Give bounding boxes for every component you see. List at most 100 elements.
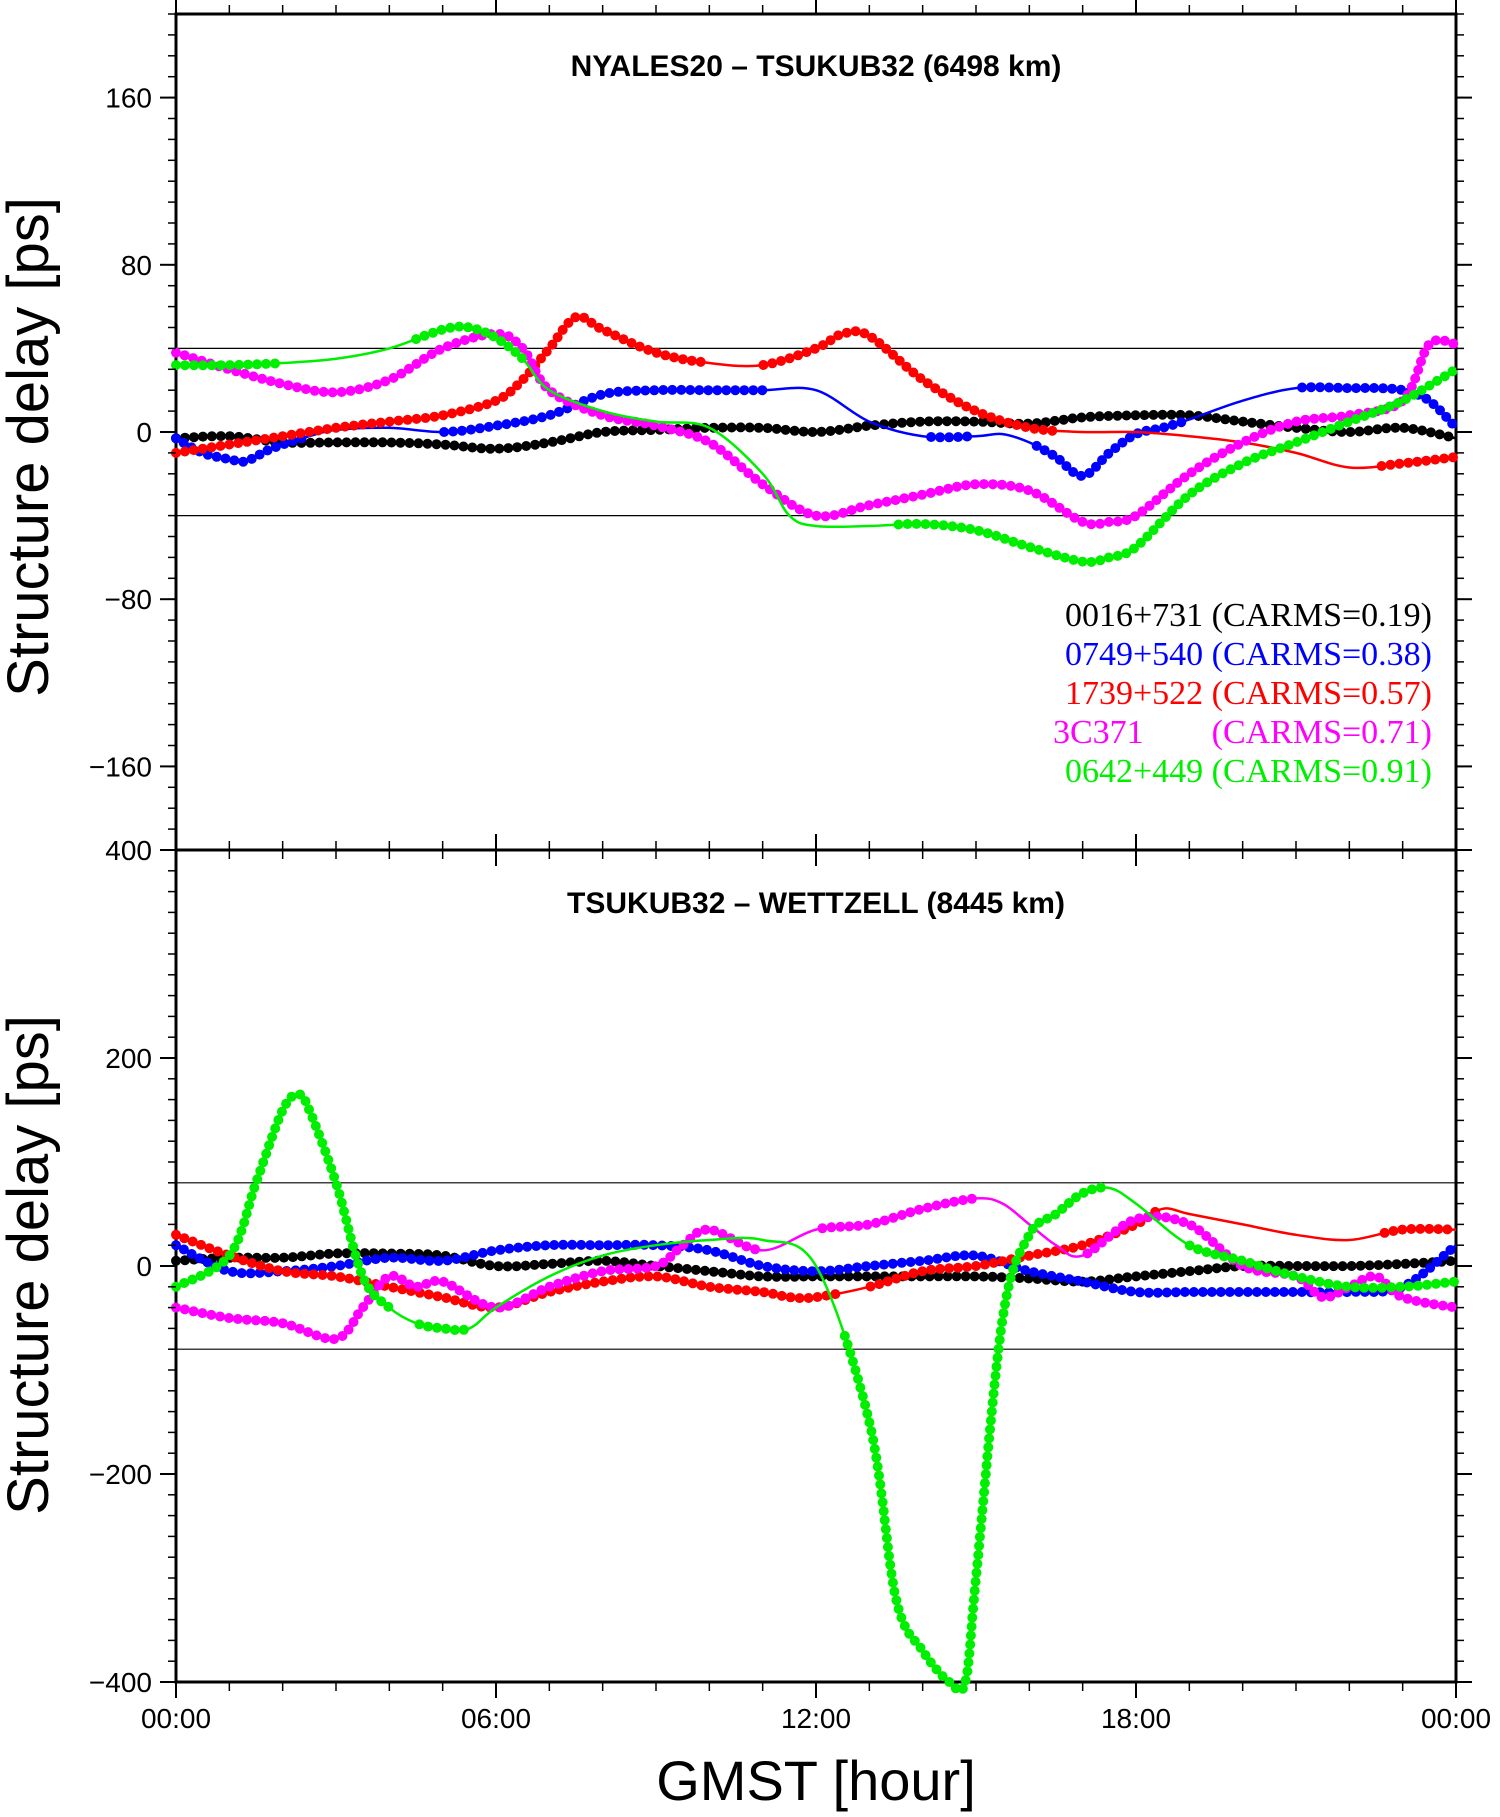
data-point bbox=[991, 1361, 1002, 1372]
data-point bbox=[341, 437, 352, 448]
data-point bbox=[920, 1650, 931, 1661]
data-point bbox=[1417, 425, 1428, 436]
data-point bbox=[463, 322, 474, 333]
data-point bbox=[207, 360, 217, 371]
data-point bbox=[528, 1289, 539, 1300]
data-point bbox=[1046, 1270, 1057, 1281]
data-point bbox=[924, 416, 934, 427]
data-point bbox=[1086, 557, 1097, 567]
data-point bbox=[1121, 410, 1132, 421]
data-point bbox=[1446, 1301, 1457, 1312]
data-point bbox=[875, 1479, 886, 1490]
data-point bbox=[322, 424, 333, 435]
data-point bbox=[997, 1256, 1008, 1267]
data-point bbox=[1233, 460, 1244, 471]
data-point bbox=[341, 1215, 352, 1226]
data-point bbox=[878, 1259, 889, 1270]
data-point bbox=[248, 371, 259, 382]
data-point bbox=[736, 1255, 747, 1265]
data-point bbox=[908, 1268, 919, 1279]
data-point bbox=[714, 1283, 725, 1294]
data-point bbox=[1096, 1237, 1107, 1248]
data-point bbox=[245, 1268, 256, 1279]
data-point bbox=[510, 336, 521, 347]
data-point bbox=[1077, 516, 1088, 527]
data-point bbox=[872, 1461, 883, 1472]
data-point bbox=[881, 1533, 892, 1543]
data-point bbox=[1291, 416, 1302, 427]
data-point bbox=[545, 409, 556, 420]
data-point bbox=[368, 437, 379, 448]
data-point bbox=[1413, 365, 1424, 375]
data-point bbox=[945, 392, 956, 403]
data-point bbox=[259, 434, 270, 444]
data-point bbox=[1068, 467, 1079, 477]
data-point bbox=[666, 424, 677, 435]
data-point bbox=[1437, 1300, 1448, 1311]
data-point bbox=[404, 438, 415, 448]
data-point bbox=[556, 435, 567, 446]
data-point bbox=[343, 1324, 354, 1335]
data-point bbox=[446, 1280, 457, 1291]
data-point bbox=[1392, 398, 1403, 408]
data-point bbox=[675, 426, 686, 437]
data-point bbox=[1124, 432, 1135, 443]
data-point bbox=[968, 1250, 979, 1261]
data-point bbox=[753, 422, 764, 433]
data-point bbox=[344, 1273, 355, 1284]
data-point bbox=[1334, 420, 1345, 431]
data-point bbox=[1219, 1251, 1229, 1262]
data-point bbox=[232, 1314, 243, 1324]
data-point bbox=[264, 1140, 275, 1151]
data-point bbox=[264, 1263, 275, 1274]
data-point bbox=[1201, 1231, 1212, 1241]
data-point bbox=[908, 491, 919, 502]
data-point bbox=[888, 418, 898, 429]
data-point bbox=[589, 1277, 600, 1288]
data-point bbox=[1403, 457, 1414, 468]
data-point bbox=[449, 440, 460, 451]
data-point bbox=[1087, 1184, 1097, 1195]
data-point bbox=[1250, 452, 1261, 463]
data-point bbox=[511, 1261, 522, 1272]
data-point bbox=[1447, 418, 1458, 429]
data-point bbox=[429, 411, 440, 422]
data-point bbox=[270, 358, 280, 369]
data-point bbox=[1165, 483, 1176, 494]
data-point bbox=[1309, 413, 1320, 424]
data-point bbox=[978, 416, 988, 427]
data-point bbox=[962, 1666, 973, 1677]
data-point bbox=[616, 1273, 627, 1284]
data-point bbox=[1086, 519, 1097, 530]
data-point bbox=[1258, 449, 1269, 460]
data-point bbox=[880, 1524, 891, 1535]
data-point bbox=[694, 385, 705, 396]
data-point bbox=[699, 1265, 710, 1276]
data-point bbox=[438, 410, 449, 421]
data-point bbox=[926, 432, 937, 442]
data-point bbox=[868, 1435, 879, 1445]
data-point bbox=[1050, 1246, 1061, 1257]
data-point bbox=[719, 1249, 730, 1260]
data-point bbox=[567, 1239, 578, 1250]
data-point bbox=[203, 1266, 214, 1277]
data-point bbox=[852, 1262, 862, 1273]
data-point bbox=[708, 1266, 719, 1277]
data-point bbox=[1359, 1282, 1370, 1293]
data-point bbox=[396, 1274, 407, 1285]
data-point bbox=[607, 1275, 618, 1286]
data-point bbox=[1432, 375, 1443, 386]
data-point bbox=[986, 1406, 997, 1417]
data-point bbox=[789, 425, 800, 436]
data-point bbox=[650, 1261, 661, 1272]
data-point bbox=[1005, 1273, 1016, 1283]
data-point bbox=[229, 455, 240, 466]
data-point bbox=[1355, 1260, 1366, 1271]
data-point bbox=[341, 1248, 352, 1259]
data-point bbox=[1297, 382, 1308, 393]
data-point bbox=[211, 1262, 222, 1273]
data-point bbox=[336, 387, 347, 397]
data-point bbox=[909, 1635, 920, 1646]
data-point bbox=[1404, 1281, 1415, 1292]
data-point bbox=[371, 379, 382, 390]
